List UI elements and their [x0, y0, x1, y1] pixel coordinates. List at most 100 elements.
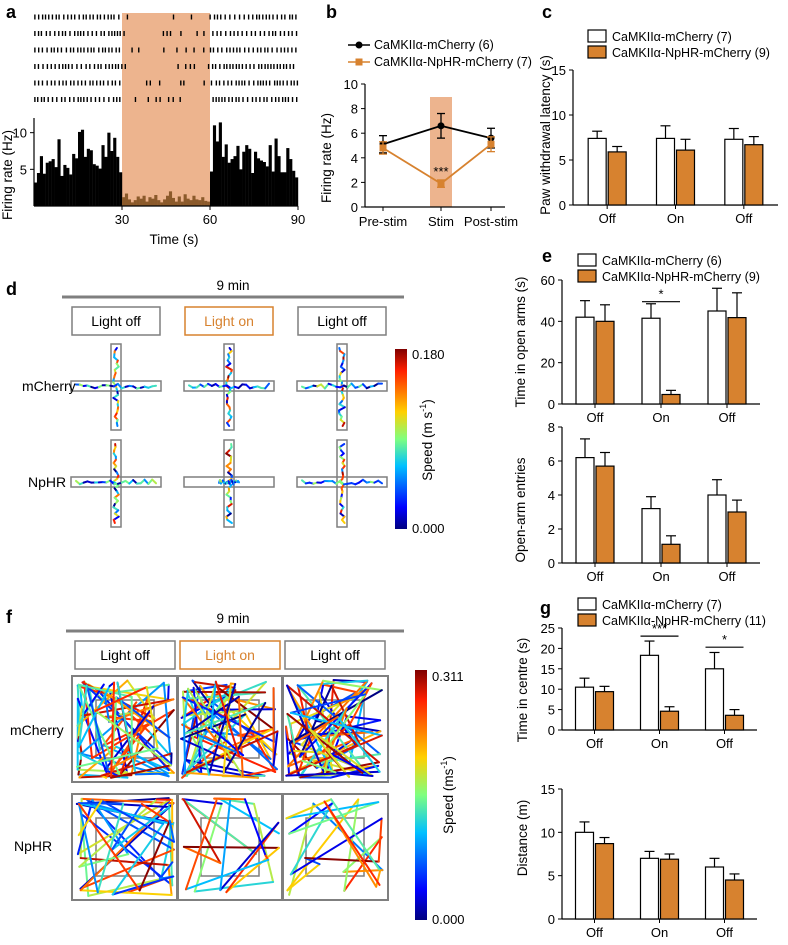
psth-bar	[116, 156, 120, 206]
psth-bar	[89, 150, 93, 206]
panel-a-xlabel: Time (s)	[150, 232, 199, 247]
panel-d-colorbar-label-sup: -1	[418, 404, 428, 412]
x-tick-label: Off	[586, 569, 603, 584]
psth-bar	[113, 137, 117, 206]
trajectory-open-field	[272, 730, 279, 767]
y-tick-label: 4	[351, 151, 358, 166]
data-point	[487, 140, 495, 148]
psth-bar	[34, 182, 38, 206]
trajectory-closed-arm	[115, 421, 119, 427]
trajectory-open-field	[168, 819, 175, 843]
trajectory-open-field	[336, 715, 381, 773]
trajectory-open-field	[183, 687, 190, 725]
trajectory-open-field	[182, 798, 222, 865]
y-tick-label: 25	[541, 621, 555, 636]
legend-swatch-nphr	[577, 613, 597, 627]
bar	[594, 691, 615, 731]
x-tick-label: On	[651, 736, 668, 751]
trajectory-open-field	[298, 684, 333, 758]
trajectory-open-field	[326, 750, 374, 777]
psth-bar	[63, 164, 67, 206]
psth-bar	[163, 199, 167, 206]
psth-bar	[57, 139, 61, 206]
bar	[727, 317, 747, 405]
psth-bar	[98, 168, 102, 206]
psth-bar	[236, 145, 240, 206]
trajectory-open-field	[222, 682, 232, 774]
psth-bar	[80, 129, 85, 206]
panel-f-colorbar-max: 0.311	[432, 669, 464, 684]
bar	[727, 511, 747, 564]
psth-bar	[145, 201, 149, 206]
trajectory-open-field	[219, 797, 232, 892]
y-tick-label: 20	[541, 641, 555, 656]
legend-text-nphr: CaMKIIα-NpHR-mCherry (9)	[602, 270, 760, 284]
trajectory-open-field	[198, 734, 245, 757]
trajectory-open-field	[111, 822, 165, 896]
trajectory-open-field	[78, 853, 130, 868]
significance-label: *	[658, 287, 663, 302]
panel-d-colorbar-min: 0.000	[412, 521, 445, 536]
trajectory-open-field	[134, 772, 170, 776]
bar	[704, 668, 725, 731]
psth-bar	[183, 194, 187, 206]
panel-f-colorbar-label-sup: -1	[439, 761, 449, 769]
panel-f-letter: f	[6, 607, 13, 627]
y-tick-label: 8	[548, 420, 555, 435]
psth-bar	[262, 162, 266, 206]
condition-box	[71, 306, 161, 336]
y-tick-label: 5	[548, 703, 555, 718]
trajectory-open-field	[375, 869, 382, 888]
bar	[724, 138, 744, 206]
psth-bar	[130, 202, 134, 206]
panel-f-colorbar-label-close: )	[441, 756, 456, 761]
psth-bar	[254, 151, 258, 206]
trajectory-open-field	[222, 701, 267, 774]
psth-bar	[78, 131, 82, 206]
trajectory-open-field	[184, 771, 259, 779]
psth-bar	[286, 148, 290, 206]
trajectory-open-field	[243, 798, 267, 857]
y-tick-label: 0	[548, 723, 555, 738]
psth-bar	[51, 159, 55, 206]
trajectory-open-field	[285, 725, 290, 741]
panel-f-colorbar-label-main: Speed (ms	[441, 768, 456, 834]
panel-c-legend: CaMKIIα-mCherry (7) CaMKIIα-NpHR-mCherry…	[587, 29, 770, 60]
y-tick-label: 4	[548, 488, 555, 503]
trajectory-open-field	[182, 845, 280, 849]
psth-bar	[259, 160, 263, 206]
x-tick-label: Stim	[428, 214, 454, 229]
legend-text-mcherry: CaMKIIα-mCherry (6)	[374, 38, 494, 52]
y-tick-label: 10	[13, 126, 27, 141]
psth-bar	[251, 173, 255, 206]
trajectory-open-field	[289, 711, 383, 737]
x-tick-label: On	[652, 569, 669, 584]
trajectory-open-field	[308, 728, 351, 778]
psth-bar	[86, 148, 90, 206]
trajectory-open-arm	[264, 382, 270, 390]
bar	[724, 714, 745, 731]
bar	[639, 654, 660, 731]
trajectory-open-field	[342, 869, 384, 873]
trajectory-open-field	[77, 799, 103, 837]
legend-text-mcherry: CaMKIIα-mCherry (6)	[602, 254, 722, 268]
data-point	[379, 144, 387, 152]
significance-label: ***	[652, 621, 667, 636]
trajectory-open-field	[213, 693, 278, 756]
psth-bar	[210, 171, 214, 206]
condition-box	[284, 640, 386, 670]
condition-box	[179, 640, 281, 670]
psth-bar	[212, 125, 217, 206]
trajectory-open-field	[115, 696, 171, 739]
x-tick-label: Off	[716, 736, 733, 751]
panel-d-duration: 9 min	[216, 278, 249, 293]
x-tick-label: Off	[586, 736, 603, 751]
trajectory-open-field	[184, 858, 270, 891]
legend-swatch-nphr	[587, 45, 607, 59]
psth-bar	[83, 156, 87, 206]
panel-b-legend: CaMKIIα-mCherry (6) CaMKIIα-NpHR-mCherry…	[348, 38, 532, 69]
psth-bar	[95, 165, 99, 206]
y-tick-label: 10	[541, 682, 555, 697]
arena-border	[281, 675, 389, 783]
